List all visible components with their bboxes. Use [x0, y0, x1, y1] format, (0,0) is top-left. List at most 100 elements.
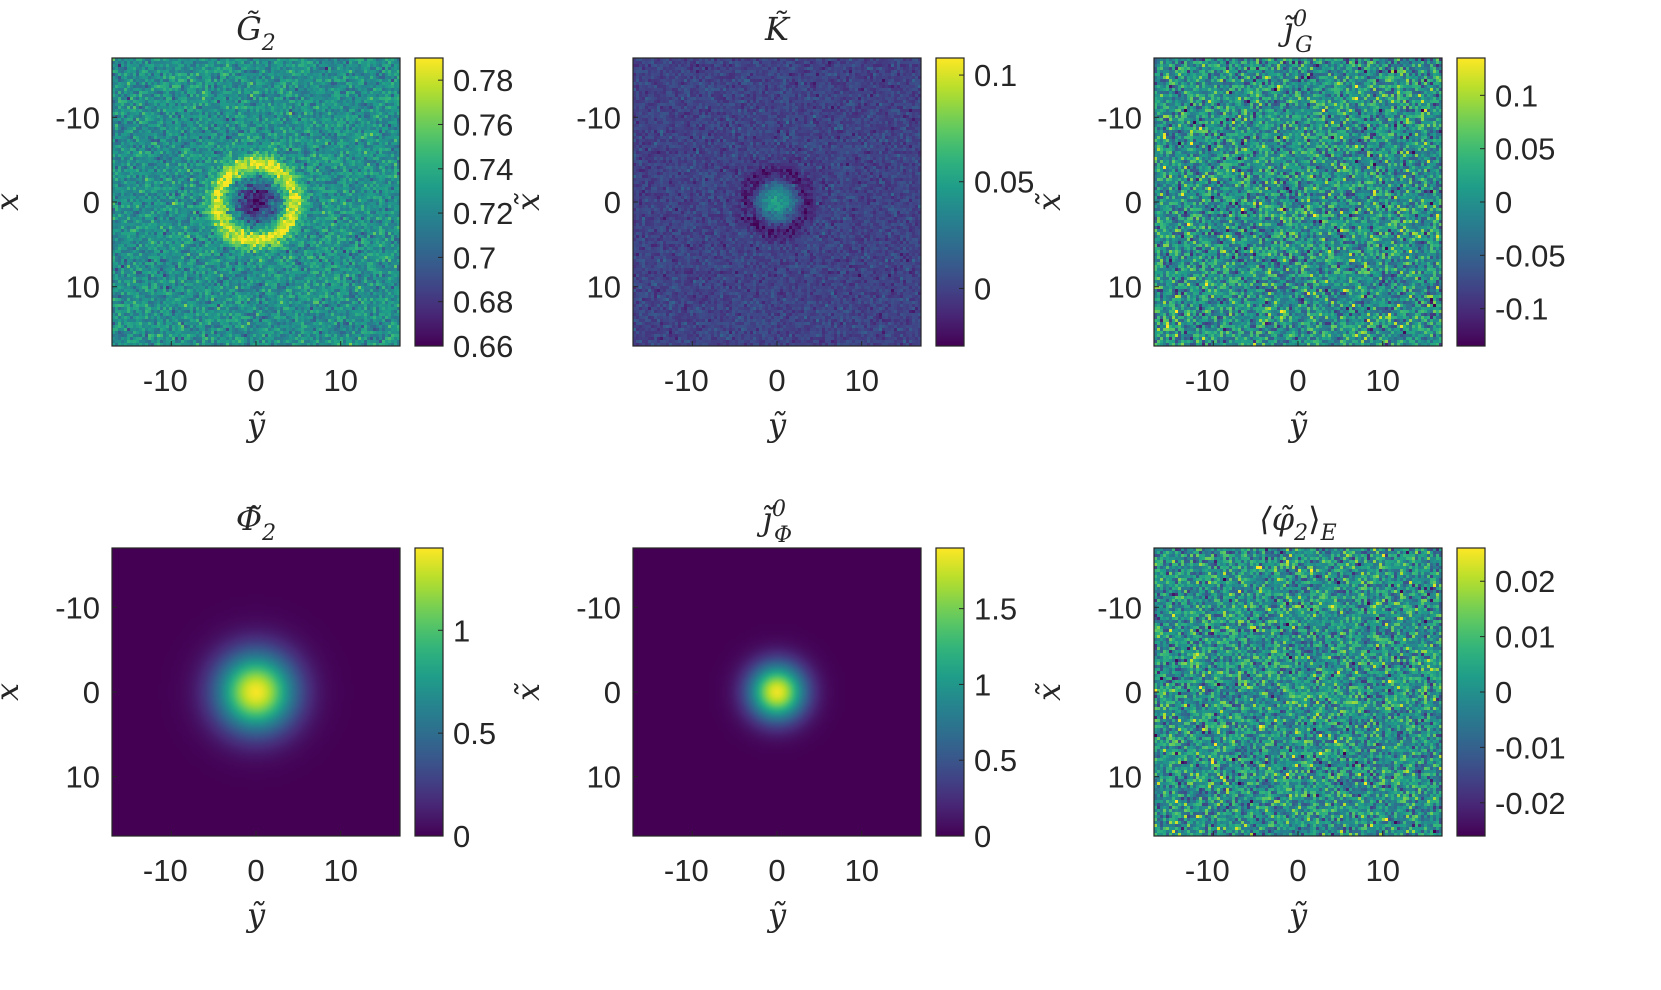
- y-tick-label: -10: [55, 590, 100, 625]
- panel-title: G̃2: [236, 10, 276, 56]
- colorbar-tick-label: -0.1: [1495, 292, 1548, 327]
- colorbar-tick-label: 0.05: [1495, 132, 1555, 167]
- colorbar-tick-label: 1.5: [974, 592, 1017, 627]
- y-tick-label: -10: [1097, 590, 1142, 625]
- y-axis-label: x̃: [509, 192, 547, 211]
- x-tick-label: -10: [143, 853, 188, 888]
- colorbar-tick-label: 0.1: [974, 58, 1017, 93]
- heatmap-image: [633, 58, 921, 346]
- colorbar-tick-label: -0.05: [1495, 238, 1566, 273]
- panel-title: Φ̃2: [236, 500, 276, 546]
- y-axis-label: x̃: [0, 192, 26, 211]
- x-axis-label: ỹ: [245, 406, 266, 444]
- colorbar-tick-label: 0: [1495, 675, 1512, 710]
- colorbar-frame: [414, 547, 444, 837]
- x-axis-label: ỹ: [766, 896, 787, 934]
- colorbar-tick-label: 0: [974, 271, 991, 306]
- heatmap-image: [112, 548, 400, 836]
- heatmap-image: [1154, 548, 1442, 836]
- y-tick-label: 0: [1125, 675, 1142, 710]
- colorbar-tick-label: 0.76: [453, 107, 513, 142]
- colorbar: [936, 58, 964, 346]
- colorbar-tick-label: 0.5: [453, 716, 496, 751]
- y-tick-label: 10: [66, 760, 100, 795]
- x-tick-label: 10: [844, 363, 878, 398]
- panel-title: j̃0 G: [1277, 7, 1313, 58]
- panel-5: -10 -10 0 0 10 10 ỹ x̃ j̃0 Φ 0 0.5 1 1.5: [509, 497, 1017, 934]
- x-tick-label: 0: [768, 853, 785, 888]
- colorbar-tick-label: 0.72: [453, 196, 513, 231]
- colorbar-tick-label: 0.74: [453, 152, 513, 187]
- panel-title: ⟨φ̃2⟩E: [1259, 500, 1336, 546]
- x-axis-label: ỹ: [1287, 896, 1308, 934]
- panel-title: K̃: [764, 10, 791, 48]
- x-tick-label: 10: [323, 853, 357, 888]
- heatmap-image: [112, 58, 400, 346]
- colorbar-tick-label: 0.5: [974, 743, 1017, 778]
- colorbar-tick-label: 0.02: [1495, 564, 1555, 599]
- colorbar: [936, 548, 964, 836]
- colorbar-tick-label: -0.02: [1495, 786, 1566, 821]
- y-axis-label: x̃: [1030, 192, 1068, 211]
- heatmap-image: [1154, 58, 1442, 346]
- panel-2: -10 -10 0 0 10 10 ỹ x̃ K̃ 0 0.05 0.1: [509, 10, 1034, 444]
- x-tick-label: 0: [1289, 363, 1306, 398]
- y-tick-label: 10: [66, 270, 100, 305]
- colorbar-frame: [414, 57, 444, 347]
- panel-6: -10 -10 0 0 10 10 ỹ x̃ ⟨φ̃2⟩E 0.02 0.01 0 -0.01 -0.02: [1030, 500, 1566, 934]
- colorbar-tick-label: 1: [974, 667, 991, 702]
- x-tick-label: -10: [1185, 853, 1230, 888]
- x-tick-label: -10: [143, 363, 188, 398]
- x-tick-label: -10: [1185, 363, 1230, 398]
- y-tick-label: 10: [587, 270, 621, 305]
- colorbar: [415, 58, 443, 346]
- y-tick-label: -10: [576, 590, 621, 625]
- colorbar-tick-label: 0.1: [1495, 78, 1538, 113]
- y-axis-label: x̃: [1030, 682, 1068, 701]
- x-axis-label: ỹ: [1287, 406, 1308, 444]
- x-tick-label: 10: [1365, 363, 1399, 398]
- x-tick-label: 10: [844, 853, 878, 888]
- y-tick-label: 0: [1125, 185, 1142, 220]
- y-tick-label: -10: [1097, 100, 1142, 135]
- x-tick-label: 10: [1365, 853, 1399, 888]
- x-axis-label: ỹ: [766, 406, 787, 444]
- colorbar-tick-label: -0.01: [1495, 730, 1566, 765]
- colorbar-tick-label: 0.68: [453, 285, 513, 320]
- panel-3: -10 -10 0 0 10 10 ỹ x̃ j̃0 G 0.1 0.05 0 -0.05 -0.1: [1030, 7, 1566, 444]
- y-tick-label: 10: [1108, 760, 1142, 795]
- panel-title: j̃0 Φ: [756, 497, 792, 548]
- y-tick-label: 10: [1108, 270, 1142, 305]
- colorbar-tick-label: 0: [1495, 185, 1512, 220]
- y-tick-label: 0: [604, 675, 621, 710]
- colorbar-tick-label: 0.66: [453, 329, 513, 364]
- x-tick-label: 0: [1289, 853, 1306, 888]
- colorbar-tick-label: 0: [974, 819, 991, 854]
- colorbar: [415, 548, 443, 836]
- x-tick-label: 0: [768, 363, 785, 398]
- x-tick-label: 0: [247, 853, 264, 888]
- heatmap-image: [633, 548, 921, 836]
- x-axis-label: ỹ: [245, 896, 266, 934]
- x-tick-label: 10: [323, 363, 357, 398]
- y-tick-label: -10: [576, 100, 621, 135]
- y-tick-label: 0: [604, 185, 621, 220]
- y-tick-label: 10: [587, 760, 621, 795]
- y-axis-label: x̃: [509, 682, 547, 701]
- y-axis-label: x̃: [0, 682, 26, 701]
- colorbar-frame: [935, 547, 965, 837]
- colorbar-tick-label: 0: [453, 819, 470, 854]
- y-tick-label: 0: [83, 675, 100, 710]
- colorbar-tick-label: 0.05: [974, 165, 1034, 200]
- colorbar-tick-label: 0.7: [453, 240, 496, 275]
- panel-1: -10 -10 0 0 10 10 ỹ x̃ G̃2 0.66 0.68 0.7 0.72 0.74 0.7…: [0, 10, 513, 444]
- y-tick-label: 0: [83, 185, 100, 220]
- colorbar-frame: [935, 57, 965, 347]
- colorbar-tick-label: 1: [453, 613, 470, 648]
- panel-4: -10 -10 0 0 10 10 ỹ x̃ Φ̃2 0 0.5 1: [0, 500, 496, 934]
- x-tick-label: 0: [247, 363, 264, 398]
- x-tick-label: -10: [664, 363, 709, 398]
- colorbar-tick-label: 0.01: [1495, 620, 1555, 655]
- y-tick-label: -10: [55, 100, 100, 135]
